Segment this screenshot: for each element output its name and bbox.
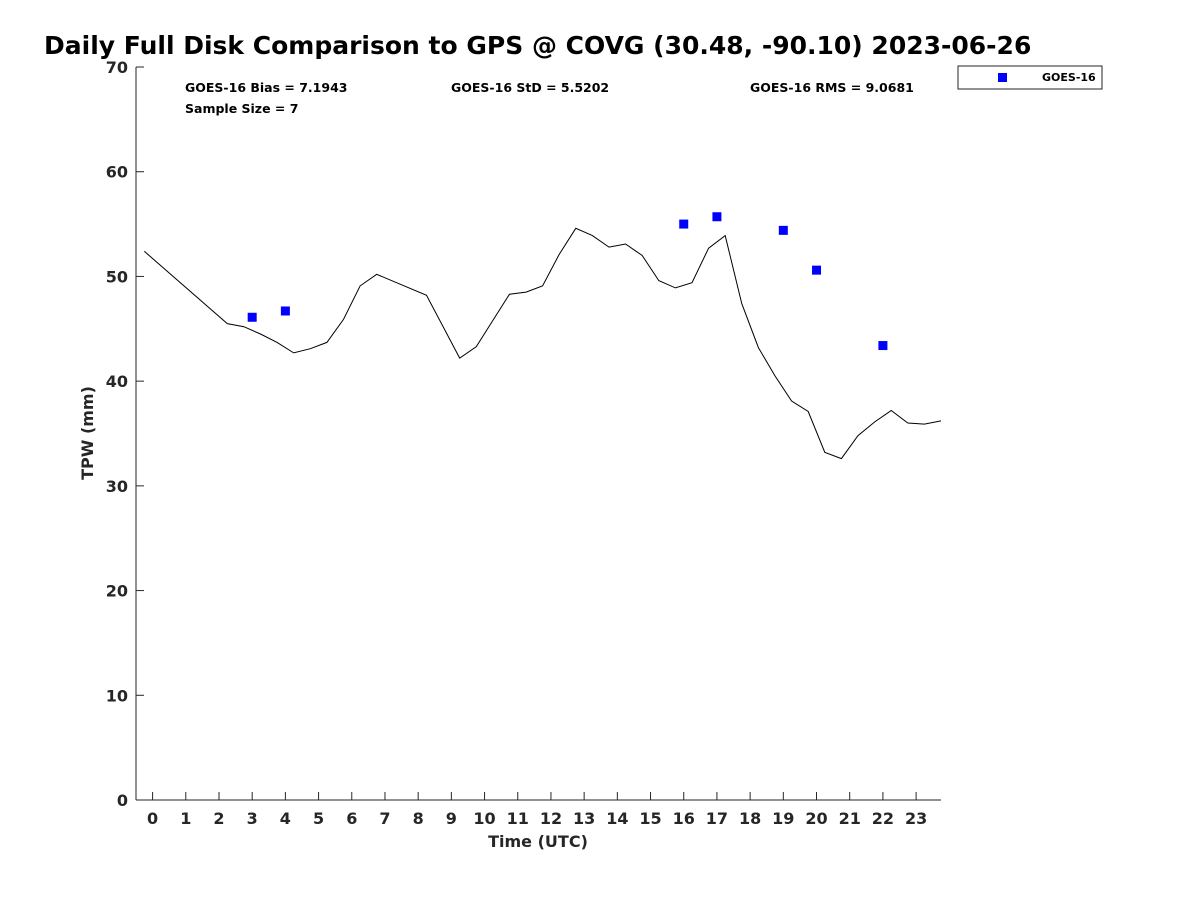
legend-marker-goes16	[998, 73, 1007, 82]
x-tick-label: 21	[839, 809, 861, 828]
x-tick-label: 23	[905, 809, 927, 828]
stat-bias: GOES-16 Bias = 7.1943	[185, 80, 347, 95]
y-tick-label: 60	[106, 163, 128, 182]
x-tick-label: 6	[346, 809, 357, 828]
stat-std: GOES-16 StD = 5.5202	[451, 80, 609, 95]
chart-title: Daily Full Disk Comparison to GPS @ COVG…	[44, 31, 1031, 60]
x-tick-label: 12	[540, 809, 562, 828]
goes16-point	[778, 225, 788, 235]
x-tick-label: 19	[772, 809, 794, 828]
legend-box	[957, 65, 1103, 90]
x-tick-label: 1	[180, 809, 191, 828]
series-layer	[143, 212, 942, 460]
x-tick-label: 22	[872, 809, 894, 828]
x-tick-label: 10	[473, 809, 495, 828]
x-tick-label: 7	[379, 809, 390, 828]
x-tick-label: 5	[313, 809, 324, 828]
goes16-point	[712, 212, 722, 222]
goes16-point	[247, 312, 257, 322]
x-tick-label: 0	[147, 809, 158, 828]
y-axis-label: TPW (mm)	[78, 386, 97, 480]
y-tick-label: 0	[117, 791, 128, 810]
goes16-point	[878, 341, 888, 351]
x-tick-label: 15	[639, 809, 661, 828]
x-tick-label: 17	[706, 809, 728, 828]
x-tick-label: 3	[247, 809, 258, 828]
x-tick-label: 13	[573, 809, 595, 828]
y-tick-label: 10	[106, 686, 128, 705]
x-tick-label: 4	[280, 809, 291, 828]
y-tick-label: 70	[106, 58, 128, 77]
y-tick-label: 30	[106, 477, 128, 496]
legend: GOES-16	[957, 65, 1103, 90]
x-tick-label: 2	[213, 809, 224, 828]
x-tick-label: 9	[446, 809, 457, 828]
gps-tpw-line	[143, 227, 942, 460]
x-axis-label: Time (UTC)	[488, 832, 588, 851]
y-tick-label: 20	[106, 582, 128, 601]
stat-rms: GOES-16 RMS = 9.0681	[750, 80, 914, 95]
y-tick-label: 50	[106, 267, 128, 286]
y-ticks: 0 10 20 30 40 50 60 70	[106, 58, 144, 810]
x-tick-label: 11	[507, 809, 529, 828]
x-tick-label: 20	[805, 809, 827, 828]
x-tick-label: 14	[606, 809, 628, 828]
x-tick-label: 8	[413, 809, 424, 828]
x-tick-label: 16	[673, 809, 695, 828]
goes16-point	[280, 306, 290, 316]
legend-label-goes16: GOES-16	[1042, 71, 1096, 84]
stat-sample-size: Sample Size = 7	[185, 101, 298, 116]
y-tick-label: 40	[106, 372, 128, 391]
goes16-point	[812, 265, 822, 275]
x-ticks: 0 1 2 3 4 5 6 7 8 9 10 11 12 13 14 15 16 17 18 19 20 21 22 23	[147, 792, 927, 828]
x-tick-label: 18	[739, 809, 761, 828]
goes16-point	[679, 219, 689, 229]
